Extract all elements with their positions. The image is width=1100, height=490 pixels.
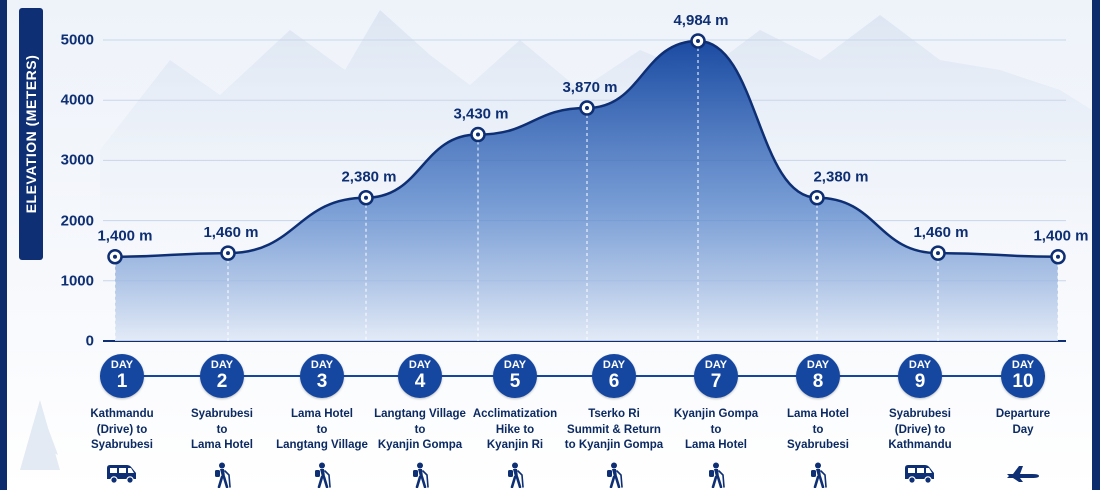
day-badge-word: DAY <box>110 359 134 371</box>
route-label-day-6: Tserko Ri Summit & Return to Kyanjin Gom… <box>564 408 664 451</box>
route-label-day-10: Departure Day <box>995 408 1051 436</box>
elevation-point-center <box>696 38 700 43</box>
hiker-icon <box>304 462 340 488</box>
day-badge-number: 1 <box>116 371 128 392</box>
y-tick-label: 3000 <box>60 151 94 169</box>
elevation-area <box>115 40 1058 342</box>
van-icon <box>902 462 938 488</box>
day-badge-number: 10 <box>1012 371 1034 392</box>
elevation-point-center <box>226 251 230 256</box>
elevation-label: 1,460 m <box>913 224 968 241</box>
y-tick-label: 0 <box>85 332 94 350</box>
route-label-day-4: Langtang Village to Kyanjin Gompa <box>374 408 466 451</box>
elevation-point-center <box>476 132 480 137</box>
day-badge-word: DAY <box>602 359 626 371</box>
day-badge-word: DAY <box>704 359 728 371</box>
y-tick-label: 4000 <box>60 91 94 109</box>
elevation-label: 3,430 m <box>453 106 508 123</box>
day-badge-number: 2 <box>216 371 228 392</box>
elevation-point-center <box>936 251 940 256</box>
elevation-line <box>114 39 1059 258</box>
hiker-icon <box>204 462 240 488</box>
day-badge-number: 9 <box>914 371 926 392</box>
van-icon <box>104 462 140 488</box>
day-badge-8: DAY 8 <box>796 354 840 398</box>
elevation-label: 1,460 m <box>203 224 258 241</box>
day-badge-word: DAY <box>908 359 932 371</box>
y-tick-label: 5000 <box>60 31 94 49</box>
route-label-day-1: Kathmandu (Drive) to Syabrubesi <box>90 408 154 451</box>
hiker-icon <box>596 462 632 488</box>
route-label-day-8: Lama Hotel to Syabrubesi <box>787 408 849 451</box>
elevation-label: 3,870 m <box>562 79 617 96</box>
day-badge-5: DAY 5 <box>493 354 537 398</box>
elevation-label: 1,400 m <box>97 228 152 245</box>
y-tick-label: 2000 <box>60 212 94 230</box>
hiker-icon <box>402 462 438 488</box>
day-badge-number: 4 <box>414 371 426 392</box>
elevation-point-center <box>815 195 819 200</box>
route-label-day-9: Syabrubesi (Drive) to Kathmandu <box>888 408 952 451</box>
day-badge-word: DAY <box>1011 359 1035 371</box>
y-tick-label: 1000 <box>60 272 94 290</box>
day-badge-number: 3 <box>316 371 328 392</box>
day-badge-10: DAY 10 <box>1001 354 1045 398</box>
day-badge-3: DAY 3 <box>300 354 344 398</box>
route-label-day-7: Kyanjin Gompa to Lama Hotel <box>673 408 759 451</box>
elevation-label: 2,380 m <box>341 169 396 186</box>
day-badge-number: 8 <box>812 371 824 392</box>
y-axis-label-pill <box>19 8 43 260</box>
day-badge-number: 5 <box>509 371 521 392</box>
hiker-icon <box>698 462 734 488</box>
plane-icon <box>1005 462 1041 488</box>
day-badge-1: DAY 1 <box>100 354 144 398</box>
day-badge-4: DAY 4 <box>398 354 442 398</box>
hiker-icon <box>497 462 533 488</box>
day-badge-2: DAY 2 <box>200 354 244 398</box>
day-badge-7: DAY 7 <box>694 354 738 398</box>
elevation-point-center <box>1056 254 1060 259</box>
elevation-label: 1,400 m <box>1033 228 1088 245</box>
day-badge-number: 7 <box>710 371 722 392</box>
day-badge-6: DAY 6 <box>592 354 636 398</box>
day-badge-word: DAY <box>503 359 527 371</box>
elevation-point-center <box>585 106 589 111</box>
frame-left <box>0 0 7 490</box>
route-label-day-5: Acclimatization Hike to Kyanjin Ri <box>472 408 558 451</box>
day-badge-word: DAY <box>806 359 830 371</box>
day-badge-word: DAY <box>310 359 334 371</box>
frame-right <box>1092 0 1100 490</box>
route-label-day-3: Lama Hotel to Langtang Village <box>276 408 368 451</box>
day-badge-word: DAY <box>210 359 234 371</box>
elevation-point-center <box>364 195 368 200</box>
hiker-icon <box>800 462 836 488</box>
elevation-label: 2,380 m <box>813 169 868 186</box>
route-label-day-2: Syabrubesi to Lama Hotel <box>191 408 253 451</box>
elevation-point-center <box>113 254 117 259</box>
day-badge-word: DAY <box>408 359 432 371</box>
day-badge-9: DAY 9 <box>898 354 942 398</box>
elevation-label: 4,984 m <box>673 12 728 29</box>
y-axis-label: ELEVATION (METERS) <box>23 54 39 214</box>
day-badge-number: 6 <box>608 371 620 392</box>
